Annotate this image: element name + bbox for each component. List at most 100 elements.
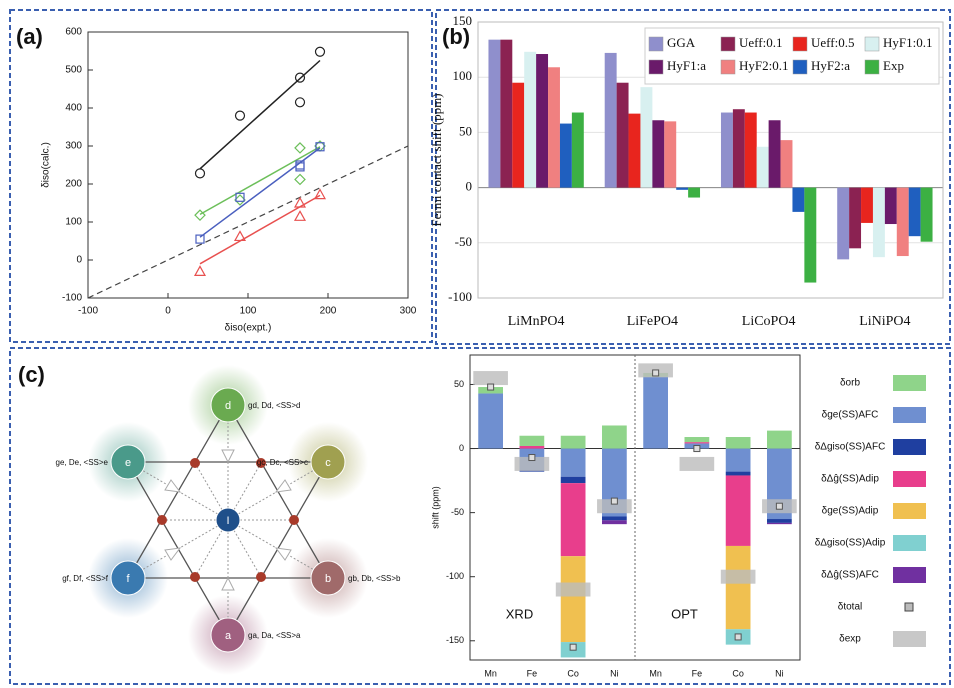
legend-swatch xyxy=(893,535,926,551)
legend-label: δge(SS)Adip xyxy=(822,506,879,517)
y-tick-label: -100 xyxy=(446,571,464,581)
legend-label: Exp xyxy=(883,58,904,73)
bar xyxy=(781,140,793,187)
node-letter: d xyxy=(225,400,231,412)
bar-segment xyxy=(602,425,627,448)
bar xyxy=(560,124,572,188)
bar xyxy=(676,188,688,190)
exp-bar xyxy=(680,457,715,471)
bar-segment xyxy=(767,431,792,449)
bar xyxy=(548,67,560,187)
legend-label: GGA xyxy=(667,35,696,50)
diagram: a b c d e f I ga, Da, <SS>a gb, Db, <SS>… xyxy=(56,365,402,675)
bar xyxy=(664,121,676,187)
legend-swatch xyxy=(793,37,807,51)
bar xyxy=(885,188,897,224)
legend-label: δΔĝ(SS)AFC xyxy=(821,570,879,581)
x-tick-label: LiFePO4 xyxy=(627,314,678,329)
y-tick-label: -100 xyxy=(448,289,472,304)
figure: (a) (b) (c) a b c d e f I ga, Da, <SS>a … xyxy=(0,0,954,688)
total-marker xyxy=(735,634,741,640)
node-letter: e xyxy=(125,457,131,469)
node-letter: a xyxy=(225,630,232,642)
bar-segment xyxy=(602,516,627,520)
legend-swatch xyxy=(721,37,735,51)
y-tick-label: 400 xyxy=(65,103,82,114)
x-tick-label: 300 xyxy=(400,306,417,317)
point xyxy=(236,111,245,120)
fit-line xyxy=(200,195,320,263)
legend-label: Ueff:0.5 xyxy=(811,35,854,50)
y-tick-label: 600 xyxy=(65,27,82,38)
x-tick-label: LiNiPO4 xyxy=(859,314,910,329)
legend-label: δge(SS)AFC xyxy=(822,410,879,421)
legend-label: δΔgiso(SS)Adip xyxy=(815,538,886,549)
y-axis-label: Fermi contact shift (ppm) xyxy=(429,93,444,226)
x-tick-label: Co xyxy=(567,668,579,678)
legend-swatch xyxy=(893,567,926,583)
bar-segment xyxy=(767,519,792,523)
x-tick-label: 100 xyxy=(240,306,257,317)
exp-bar xyxy=(721,570,756,584)
legend-swatch xyxy=(793,60,807,74)
y-tick-label: 0 xyxy=(76,255,82,266)
node-label: gf, Df, <SS>f xyxy=(62,574,109,583)
y-tick-label: 0 xyxy=(459,443,464,453)
bar-segment xyxy=(643,377,668,449)
reference-line xyxy=(88,146,408,298)
total-marker xyxy=(653,370,659,376)
x-tick-label: LiCoPO4 xyxy=(742,314,796,329)
bar-segment xyxy=(561,483,586,556)
legend-label: HyF1:a xyxy=(667,58,706,73)
node-letter: c xyxy=(325,457,331,469)
bar xyxy=(640,87,652,187)
legend-swatch xyxy=(893,503,926,519)
y-tick-label: 300 xyxy=(65,141,82,152)
bar xyxy=(524,52,536,188)
bar-segment xyxy=(726,472,751,476)
y-tick-label: -100 xyxy=(62,293,82,304)
exp-bar xyxy=(556,583,591,597)
panel-label: (a) xyxy=(16,24,43,49)
legend-label: Ueff:0.1 xyxy=(739,35,782,50)
node-letter: b xyxy=(325,573,331,585)
y-tick-label: 100 xyxy=(453,68,473,83)
bar xyxy=(792,188,804,212)
y-tick-label: -150 xyxy=(446,635,464,645)
node-label: gd, Dd, <SS>d xyxy=(248,401,300,410)
x-tick-label: Mn xyxy=(649,668,662,678)
y-tick-label: 50 xyxy=(459,123,472,138)
plot-frame xyxy=(88,32,408,298)
node-label: gc, Dc, <SS>c xyxy=(257,458,308,467)
y-tick-label: -50 xyxy=(455,234,472,249)
bar-segment xyxy=(726,475,751,545)
legend-swatch xyxy=(865,60,879,74)
legend-swatch xyxy=(893,375,926,391)
legend-swatch xyxy=(905,603,913,611)
bar xyxy=(488,40,500,188)
bar xyxy=(688,188,700,198)
legend-swatch xyxy=(893,631,926,647)
bar xyxy=(757,147,769,188)
legend-label: δΔgiso(SS)AFC xyxy=(815,442,886,453)
bar xyxy=(849,188,861,249)
bar-segment xyxy=(685,437,710,442)
bar-segment xyxy=(726,437,751,449)
bar xyxy=(512,83,524,188)
bar xyxy=(769,120,781,187)
bar-segment xyxy=(726,546,751,629)
x-tick-label: Fe xyxy=(692,668,703,678)
bar xyxy=(629,114,641,188)
x-tick-label: -100 xyxy=(78,306,98,317)
bar-segment xyxy=(561,436,586,449)
bar xyxy=(605,53,617,188)
bar-segment xyxy=(726,449,751,472)
node-label: ge, De, <SS>e xyxy=(56,458,109,467)
point xyxy=(316,47,325,56)
bar xyxy=(652,120,664,187)
legend-label: δΔĝ(SS)Adip xyxy=(821,474,879,485)
total-marker xyxy=(611,498,617,504)
x-tick-label: 200 xyxy=(320,306,337,317)
bar xyxy=(745,113,757,188)
legend-label: HyF2:a xyxy=(811,58,850,73)
